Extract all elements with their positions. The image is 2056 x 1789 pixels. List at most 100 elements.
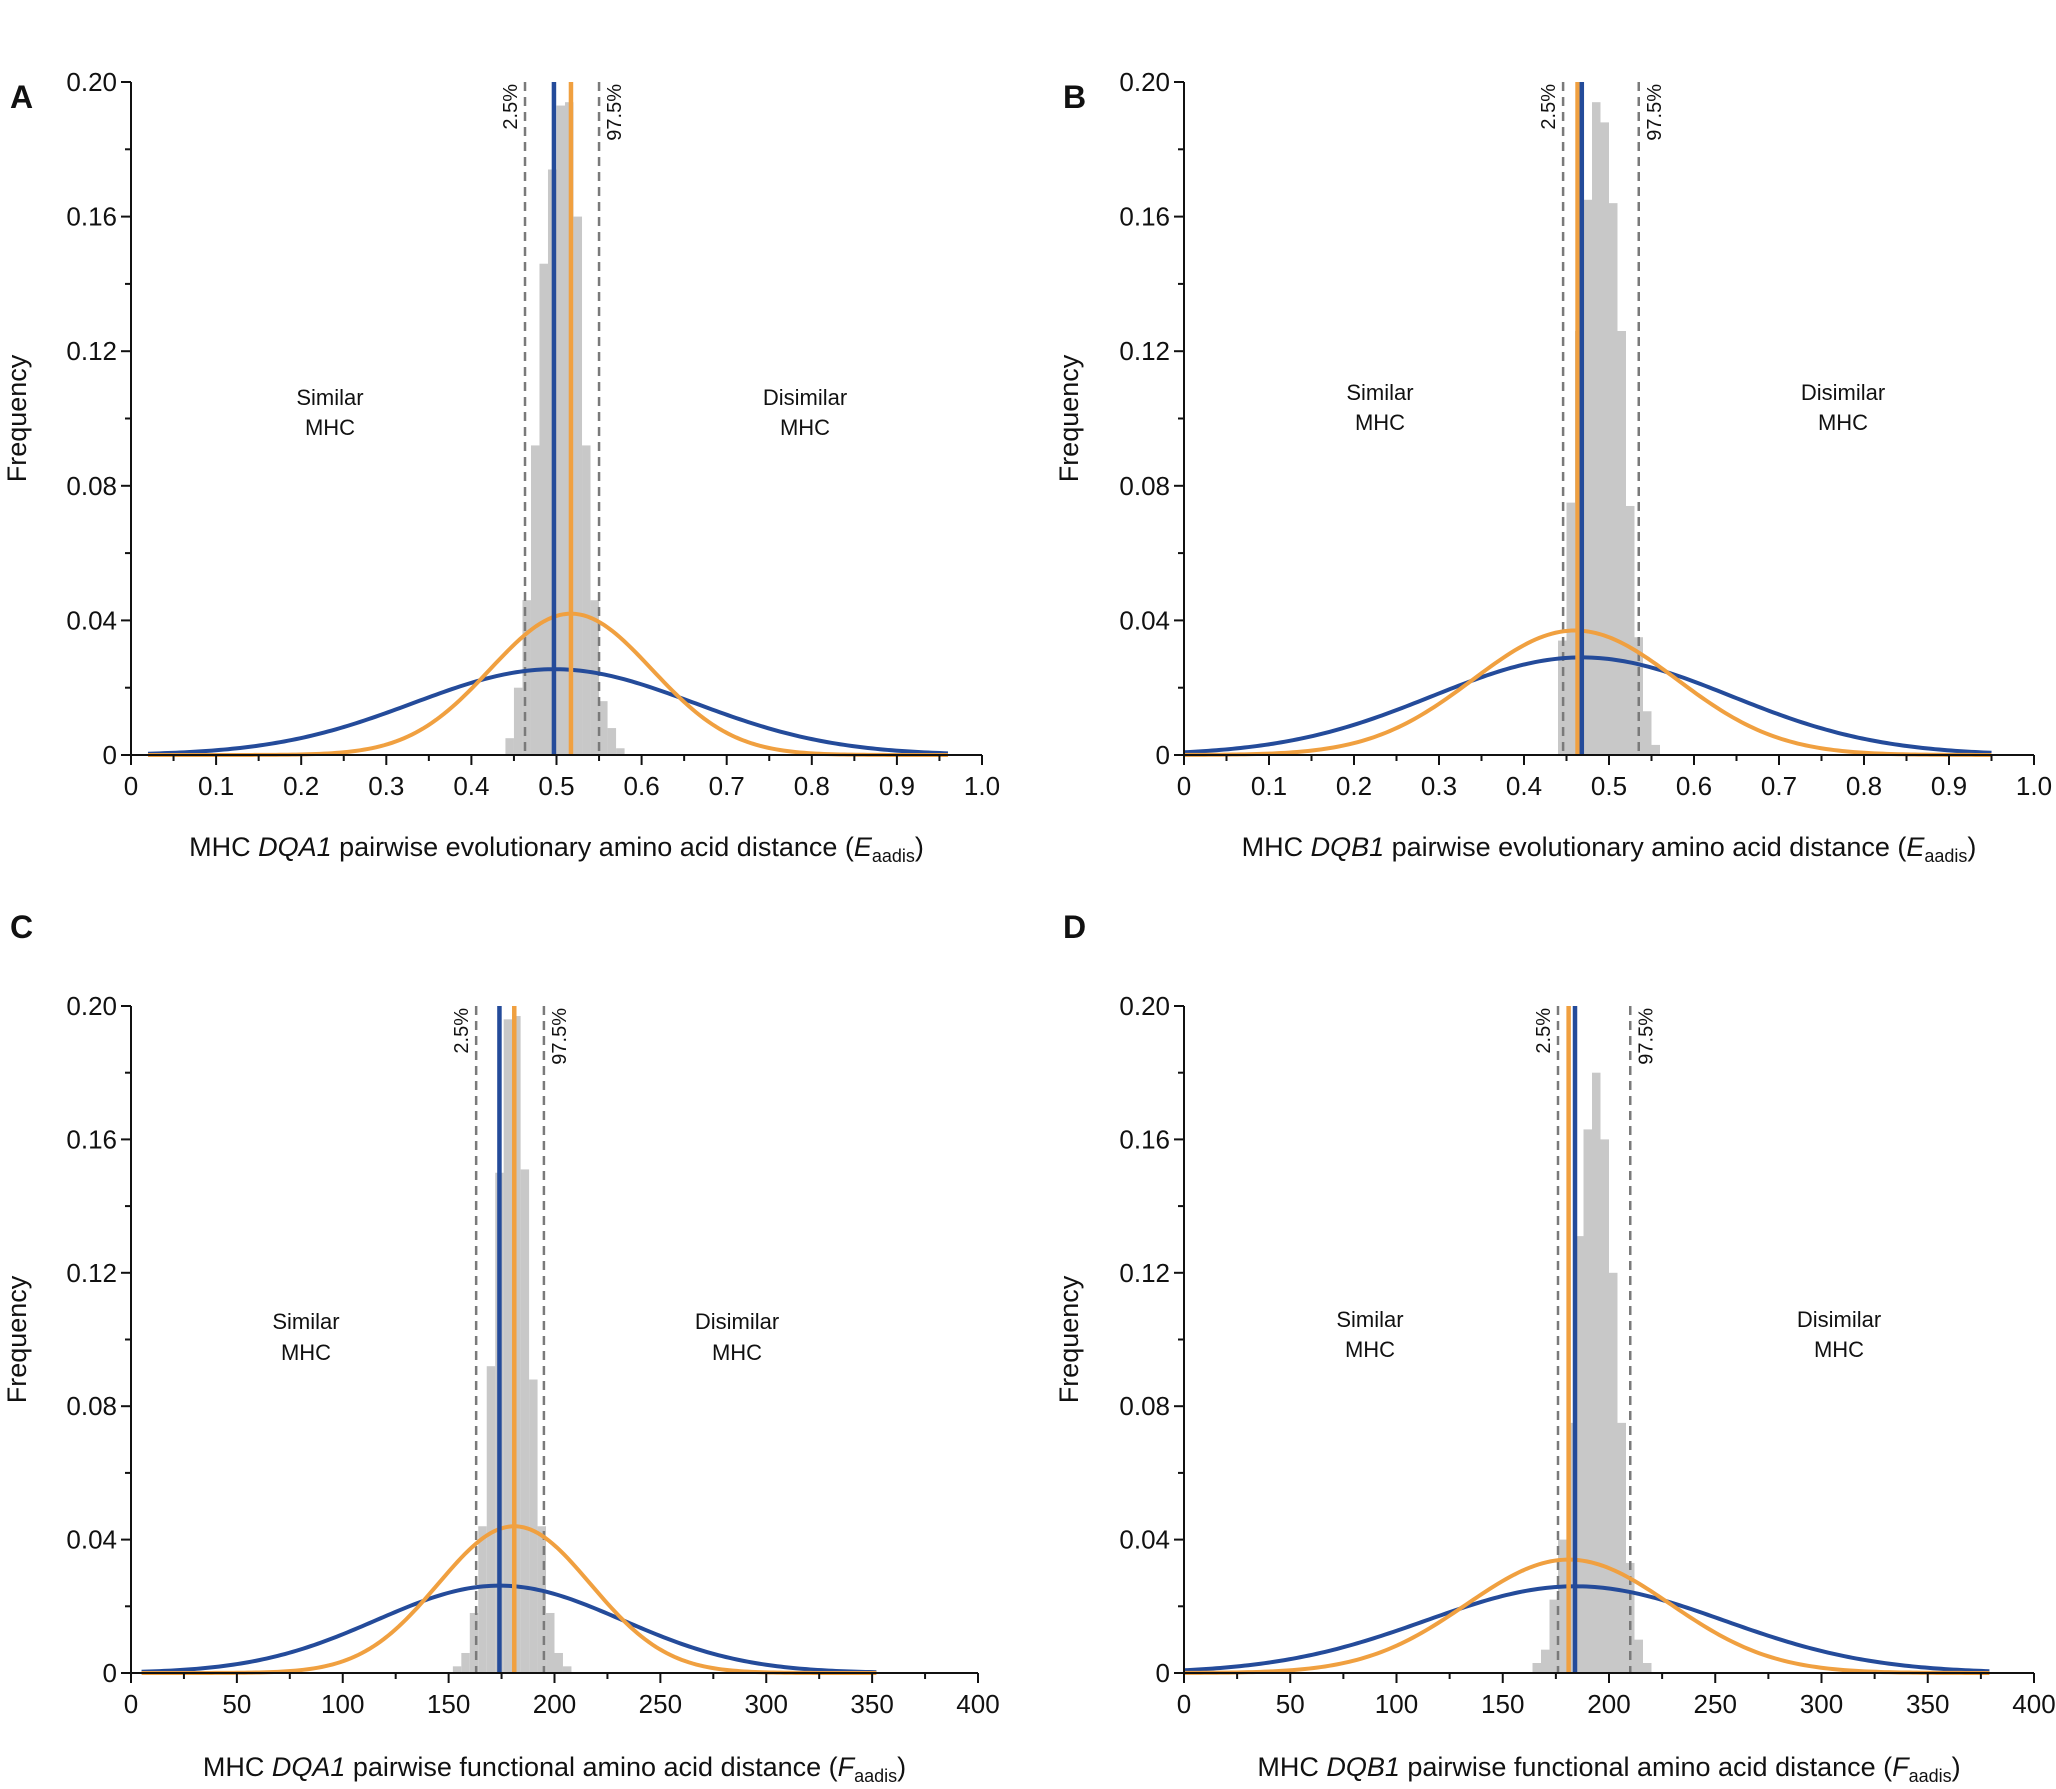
- y-tick-label: 0.20: [1119, 67, 1170, 97]
- histogram-bar: [1549, 1599, 1558, 1673]
- x-axis-title-sym: E: [854, 832, 873, 862]
- histogram-bar: [1609, 1272, 1618, 1673]
- x-axis-title-sym: E: [1906, 832, 1925, 862]
- x-axis-title-pre: MHC: [189, 832, 258, 862]
- x-axis-title-post: ): [1952, 1752, 1961, 1782]
- x-tick-label: 350: [1906, 1689, 1949, 1719]
- y-tick-label: 0.20: [66, 67, 117, 97]
- y-tick-label: 0.12: [66, 1258, 117, 1288]
- panel-d: D 2.5% 97.5% 0 0.04 0.08 0.12 0.16 0.20 0 50 100 150…: [1054, 909, 2056, 1786]
- x-tick-label: 400: [2012, 1689, 2055, 1719]
- x-tick-label: 0.4: [1506, 771, 1542, 801]
- histogram-bar: [1626, 505, 1635, 755]
- histogram-bar: [546, 1612, 555, 1673]
- histogram-bar: [503, 1019, 513, 1673]
- histogram-bar: [522, 600, 531, 755]
- x-axis-title-pre: MHC: [203, 1752, 272, 1782]
- histogram-bar: [461, 1652, 470, 1673]
- x-tick-label: 50: [1276, 1689, 1305, 1719]
- x-axis-title-pre: MHC: [1257, 1752, 1326, 1782]
- x-tick-label: 350: [850, 1689, 893, 1719]
- dissimilar-label-line2: MHC: [1818, 410, 1868, 435]
- x-axis-title-mid: pairwise evolutionary amino acid distanc…: [1384, 832, 1906, 862]
- dissimilar-label-line1: Disimilar: [695, 1309, 779, 1334]
- observed-distribution-curve: [1183, 1584, 1990, 1674]
- histogram-bar: [539, 263, 548, 755]
- x-axis-title-sub: aadis: [872, 846, 915, 866]
- x-tick-label: 0.1: [1251, 771, 1287, 801]
- x-tick-label: 0.3: [1421, 771, 1457, 801]
- histogram-bar: [1634, 1639, 1643, 1673]
- x-tick-label: 100: [321, 1689, 364, 1719]
- histogram-bar: [486, 1366, 496, 1673]
- histogram-bar: [590, 600, 600, 755]
- histogram-bar: [1634, 637, 1643, 755]
- y-tick-label: 0: [103, 740, 117, 770]
- ci-upper-label: 97.5%: [1644, 84, 1666, 141]
- y-tick-label: 0.12: [1119, 1258, 1170, 1288]
- ci-upper-label: 97.5%: [604, 84, 626, 141]
- x-axis-title-pre: MHC: [1242, 832, 1311, 862]
- histogram-bar: [505, 738, 514, 755]
- x-tick-label: 150: [1481, 1689, 1524, 1719]
- x-tick-label: 0: [124, 1689, 138, 1719]
- x-tick-label: 0: [1177, 1689, 1191, 1719]
- y-tick-label: 0.16: [1119, 202, 1170, 232]
- histogram-bar: [554, 1652, 563, 1673]
- x-tick-label: 250: [639, 1689, 682, 1719]
- dissimilar-label-line2: MHC: [780, 415, 830, 440]
- x-tick-label: 0.6: [1676, 771, 1712, 801]
- dissimilar-label-line1: Disimilar: [1797, 1307, 1881, 1332]
- y-tick-label: 0.08: [66, 471, 117, 501]
- x-tick-label: 200: [1587, 1689, 1630, 1719]
- y-tick-label: 0.04: [66, 1525, 117, 1555]
- x-tick-label: 0: [1177, 771, 1191, 801]
- y-tick-label: 0.12: [1119, 336, 1170, 366]
- histogram: [505, 102, 625, 756]
- x-axis-title-sub: aadis: [854, 1766, 897, 1786]
- x-tick-label: 300: [1800, 1689, 1843, 1719]
- histogram-bar: [556, 105, 566, 756]
- ci-upper-label: 97.5%: [1635, 1008, 1657, 1065]
- similar-label-line2: MHC: [1345, 1337, 1395, 1362]
- y-tick-label: 0.08: [66, 1391, 117, 1421]
- similar-label-line2: MHC: [281, 1340, 331, 1365]
- histogram-bar: [1583, 1129, 1592, 1673]
- x-axis-title-sym: F: [838, 1752, 856, 1782]
- histogram-bar: [529, 1379, 538, 1673]
- x-axis-title-post: ): [1967, 832, 1976, 862]
- histogram-bar: [1626, 1562, 1635, 1673]
- x-tick-label: 0.7: [1761, 771, 1797, 801]
- histogram-bar: [1541, 1649, 1550, 1673]
- x-tick-label: 0.9: [879, 771, 915, 801]
- expected-distribution-curve: [1183, 1557, 1990, 1675]
- y-axis-title: Frequency: [1054, 1275, 1084, 1403]
- ci-lower-label: 2.5%: [500, 84, 522, 130]
- histogram-bar: [530, 445, 540, 755]
- x-tick-label: 0.7: [709, 771, 745, 801]
- histogram-bar: [1617, 1422, 1626, 1673]
- x-tick-label: 0.2: [283, 771, 319, 801]
- x-axis-title: MHC DQB1 pairwise functional amino acid …: [1257, 1752, 1960, 1786]
- x-axis-title-mid: pairwise evolutionary amino acid distanc…: [332, 832, 854, 862]
- histogram-bar: [1600, 122, 1609, 755]
- y-tick-label: 0.04: [1119, 605, 1170, 635]
- x-axis-title-mid: pairwise functional amino acid distance …: [345, 1752, 837, 1782]
- histogram-bar: [1600, 1139, 1609, 1673]
- x-axis-title-sym: F: [1892, 1752, 1910, 1782]
- x-tick-label: 0.6: [624, 771, 660, 801]
- x-tick-label: 400: [956, 1689, 999, 1719]
- x-axis-title: MHC DQB1 pairwise evolutionary amino aci…: [1242, 832, 1977, 866]
- expected-distribution-curve: [1183, 628, 1992, 757]
- x-tick-label: 150: [427, 1689, 470, 1719]
- similar-label-line1: Similar: [272, 1309, 339, 1334]
- ci-upper-label: 97.5%: [549, 1008, 571, 1065]
- similar-label-line2: MHC: [305, 415, 355, 440]
- y-tick-label: 0.16: [66, 202, 117, 232]
- x-tick-label: 250: [1694, 1689, 1737, 1719]
- x-axis-title-gene: DQB1: [1326, 1752, 1400, 1782]
- observed-distribution-curve: [1183, 655, 1992, 755]
- x-tick-label: 50: [222, 1689, 251, 1719]
- x-tick-label: 0.8: [1846, 771, 1882, 801]
- x-tick-label: 0.5: [538, 771, 574, 801]
